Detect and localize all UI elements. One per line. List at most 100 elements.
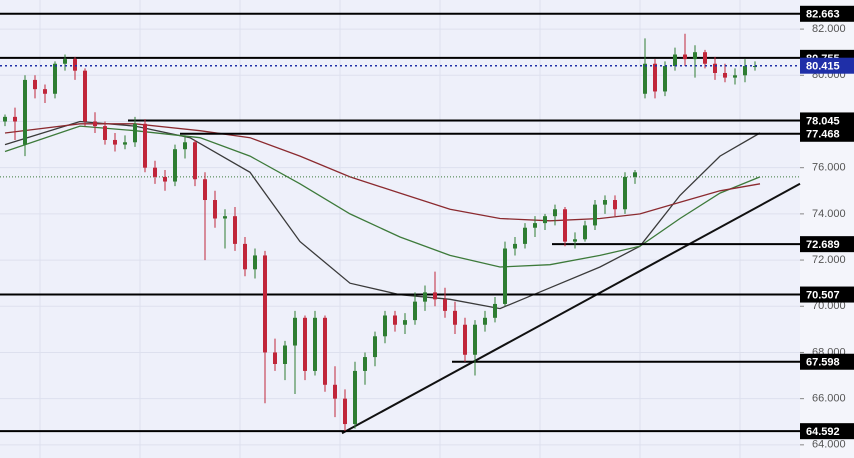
candle-body — [193, 142, 197, 180]
candle-body — [63, 59, 67, 64]
candle-body — [733, 75, 737, 78]
trendline — [341, 182, 801, 435]
y-tick-label: 82.000 — [812, 23, 846, 35]
candle-body — [313, 317, 317, 371]
candle-body — [173, 149, 177, 182]
candle-body — [513, 243, 517, 249]
candle-body — [433, 292, 437, 300]
level-label: 82.663 — [806, 9, 840, 21]
moving-average-line — [4, 123, 761, 222]
candle-body — [263, 255, 267, 353]
candle-body — [743, 66, 747, 76]
candle-body — [343, 398, 347, 425]
candle-body — [753, 66, 757, 68]
candle-body — [403, 320, 407, 325]
level-label: 67.598 — [806, 357, 840, 369]
candle-body — [613, 200, 617, 210]
candle-body — [473, 324, 477, 355]
candle-body — [153, 167, 157, 177]
candle-body — [413, 301, 417, 321]
candle-body — [253, 255, 257, 270]
plot-background — [0, 0, 800, 458]
level-label-box — [800, 353, 854, 370]
candle-body — [453, 310, 457, 325]
candle-body — [493, 303, 497, 318]
candle-body — [693, 52, 697, 60]
candle-body — [573, 239, 577, 242]
candle-body — [703, 52, 707, 64]
y-tick-label: 74.000 — [812, 208, 846, 220]
candle-body — [353, 370, 357, 425]
candle-body — [243, 243, 247, 270]
y-tick-label: 66.000 — [812, 393, 846, 405]
candle-body — [3, 116, 7, 122]
candle-body — [323, 317, 327, 385]
y-tick-label: 76.000 — [812, 162, 846, 174]
level-label-box — [800, 286, 854, 303]
level-label: 72.689 — [806, 239, 840, 251]
candle-body — [333, 384, 337, 399]
candle-body — [593, 204, 597, 226]
candle-body — [393, 315, 397, 325]
candle-body — [83, 70, 87, 122]
candle-body — [213, 200, 217, 219]
level-label-box — [800, 5, 854, 22]
candle-body — [123, 142, 127, 145]
candle-body — [273, 352, 277, 364]
candle-body — [583, 225, 587, 240]
y-tick-label: 70.000 — [812, 300, 846, 312]
current-price-box — [800, 57, 854, 74]
level-label-box — [800, 112, 854, 129]
y-tick-label: 72.000 — [812, 254, 846, 266]
level-label-box — [800, 125, 854, 142]
level-label-box — [800, 236, 854, 253]
candle-body — [713, 63, 717, 73]
candle-body — [663, 66, 667, 92]
candle-body — [293, 317, 297, 346]
candle-body — [203, 179, 207, 201]
level-label: 77.468 — [806, 129, 840, 141]
candle-body — [133, 123, 137, 143]
candle-body — [93, 121, 97, 127]
candle-body — [143, 123, 147, 168]
candle-body — [113, 139, 117, 145]
candle-body — [283, 345, 287, 364]
moving-average-line — [4, 125, 761, 268]
candle-body — [523, 227, 527, 244]
candle-body — [633, 172, 637, 177]
candle-body — [463, 324, 467, 355]
candle-body — [303, 317, 307, 371]
candle-body — [653, 63, 657, 92]
level-label: 78.045 — [806, 115, 840, 127]
candle-body — [43, 89, 47, 94]
candle-body — [33, 79, 37, 90]
price-axis-background — [800, 0, 854, 458]
candle-body — [23, 79, 27, 145]
candle-body — [53, 63, 57, 94]
candle-body — [13, 116, 17, 122]
y-tick-label: 64.000 — [812, 439, 846, 451]
candle-body — [163, 176, 167, 182]
candle-body — [423, 292, 427, 302]
candle-body — [483, 317, 487, 325]
candle-body — [543, 216, 547, 224]
candle-body — [553, 209, 557, 217]
candle-body — [603, 200, 607, 205]
candle-body — [683, 54, 687, 60]
candle-body — [503, 248, 507, 304]
candle-body — [103, 126, 107, 140]
level-label: 70.507 — [806, 289, 840, 301]
candle-body — [723, 72, 727, 78]
candle-body — [363, 357, 367, 371]
candle-body — [443, 299, 447, 311]
candle-body — [533, 223, 537, 228]
candle-body — [623, 176, 627, 210]
vertical-grid — [39, 0, 741, 458]
candle-body — [233, 216, 237, 244]
candle-body — [223, 216, 227, 219]
candle-body — [183, 142, 187, 150]
candle-body — [563, 209, 567, 242]
candle-body — [73, 59, 77, 71]
candle-body — [673, 54, 677, 67]
